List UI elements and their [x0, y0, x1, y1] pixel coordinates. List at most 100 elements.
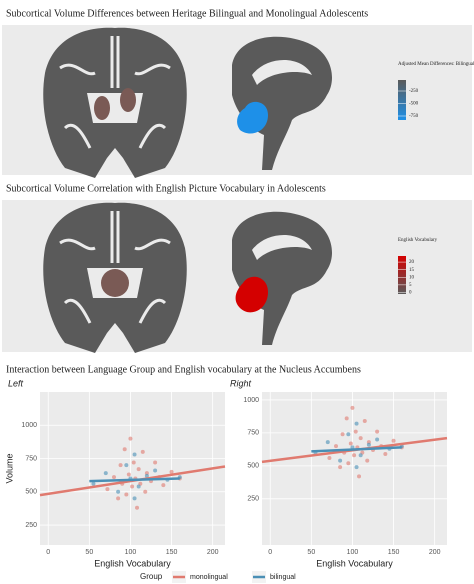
point — [334, 444, 338, 449]
y-tick-label: 750 — [247, 430, 259, 437]
point — [91, 481, 96, 486]
point — [365, 458, 370, 463]
point — [375, 437, 380, 442]
point — [144, 473, 149, 478]
colorbar-tick-label: -500 — [409, 102, 419, 107]
x-axis-label: English Vocabulary — [94, 558, 171, 568]
colorbar-title: English Vocabulary — [398, 238, 438, 243]
region — [237, 101, 268, 134]
region — [235, 276, 268, 313]
point — [338, 458, 343, 463]
point — [132, 452, 137, 457]
point — [143, 489, 148, 494]
point — [375, 429, 380, 434]
point — [340, 432, 345, 437]
point — [128, 436, 133, 441]
point — [124, 492, 129, 497]
point — [346, 432, 351, 437]
x-tick-label: 0 — [268, 549, 272, 556]
y-tick-label: 250 — [25, 522, 37, 529]
y-tick-label: 500 — [25, 489, 37, 496]
plot-subtitle: Right — [230, 378, 252, 388]
point — [346, 461, 351, 466]
x-tick-label: 50 — [307, 549, 315, 556]
x-tick-label: 100 — [347, 549, 359, 556]
point — [338, 465, 343, 470]
point — [354, 421, 359, 426]
point — [358, 453, 363, 458]
legend-label: monolingual — [190, 574, 228, 581]
point — [354, 465, 359, 470]
x-tick-label: 200 — [429, 549, 441, 556]
x-tick-label: 200 — [207, 549, 219, 556]
point — [325, 440, 330, 445]
point — [131, 460, 136, 465]
point — [391, 438, 396, 443]
x-tick-label: 150 — [166, 549, 178, 556]
point — [161, 483, 166, 488]
point — [130, 484, 135, 489]
x-axis-label: English Vocabulary — [316, 558, 393, 568]
colorbar-tick-label: 0 — [409, 291, 412, 296]
fit-line — [311, 446, 402, 453]
point — [350, 405, 355, 410]
colorbar-title: Adjusted Mean Differences: Bilinguals - … — [398, 62, 474, 67]
colorbar-tick-label: 20 — [409, 260, 415, 265]
plot-bg — [262, 392, 447, 545]
point — [135, 505, 140, 510]
x-tick-label: 0 — [46, 549, 50, 556]
point — [136, 467, 141, 472]
point — [132, 496, 137, 501]
point — [357, 474, 362, 479]
point — [352, 453, 357, 458]
point — [366, 442, 371, 447]
point — [126, 472, 131, 477]
y-tick-label: 1000 — [243, 397, 259, 404]
point — [103, 471, 108, 476]
y-tick-label: 750 — [25, 455, 37, 462]
colorbar-tick-label: 10 — [409, 275, 415, 280]
colorbar-tick-label: 5 — [409, 283, 412, 288]
y-axis-label: Volume — [4, 453, 14, 483]
point — [153, 468, 158, 473]
point — [153, 460, 158, 465]
point — [383, 451, 388, 456]
colorbar — [398, 80, 406, 120]
y-tick-label: 500 — [247, 463, 259, 470]
panel-title: Interaction between Language Group and E… — [6, 364, 361, 375]
point — [344, 416, 349, 421]
colorbar-tick-label: -750 — [409, 114, 419, 119]
point — [105, 487, 110, 492]
x-tick-label: 150 — [388, 549, 400, 556]
point — [112, 475, 116, 480]
region — [94, 96, 110, 120]
point — [118, 463, 123, 468]
x-tick-label: 100 — [125, 549, 137, 556]
point — [122, 447, 127, 452]
point — [124, 463, 129, 468]
colorbar-tick-label: -250 — [409, 89, 419, 94]
point — [140, 449, 145, 454]
colorbar-tick-label: 15 — [409, 268, 415, 273]
plot-bg — [40, 392, 225, 545]
legend-label: bilingual — [270, 574, 296, 581]
point — [362, 419, 367, 424]
region — [120, 88, 136, 112]
point — [116, 489, 121, 494]
point — [136, 484, 141, 489]
y-tick-label: 1000 — [21, 422, 37, 429]
point — [116, 496, 121, 501]
point — [327, 455, 332, 460]
x-tick-label: 50 — [85, 549, 93, 556]
point — [358, 436, 363, 441]
colorbar — [398, 256, 406, 294]
panel-title: Subcortical Volume Correlation with Engl… — [6, 183, 326, 194]
plot-subtitle: Left — [8, 378, 24, 388]
y-tick-label: 250 — [247, 496, 259, 503]
fit-line — [89, 477, 180, 483]
region — [101, 269, 129, 297]
point — [169, 469, 174, 474]
panel-title: Subcortical Volume Differences between H… — [6, 8, 368, 19]
point — [348, 441, 353, 446]
